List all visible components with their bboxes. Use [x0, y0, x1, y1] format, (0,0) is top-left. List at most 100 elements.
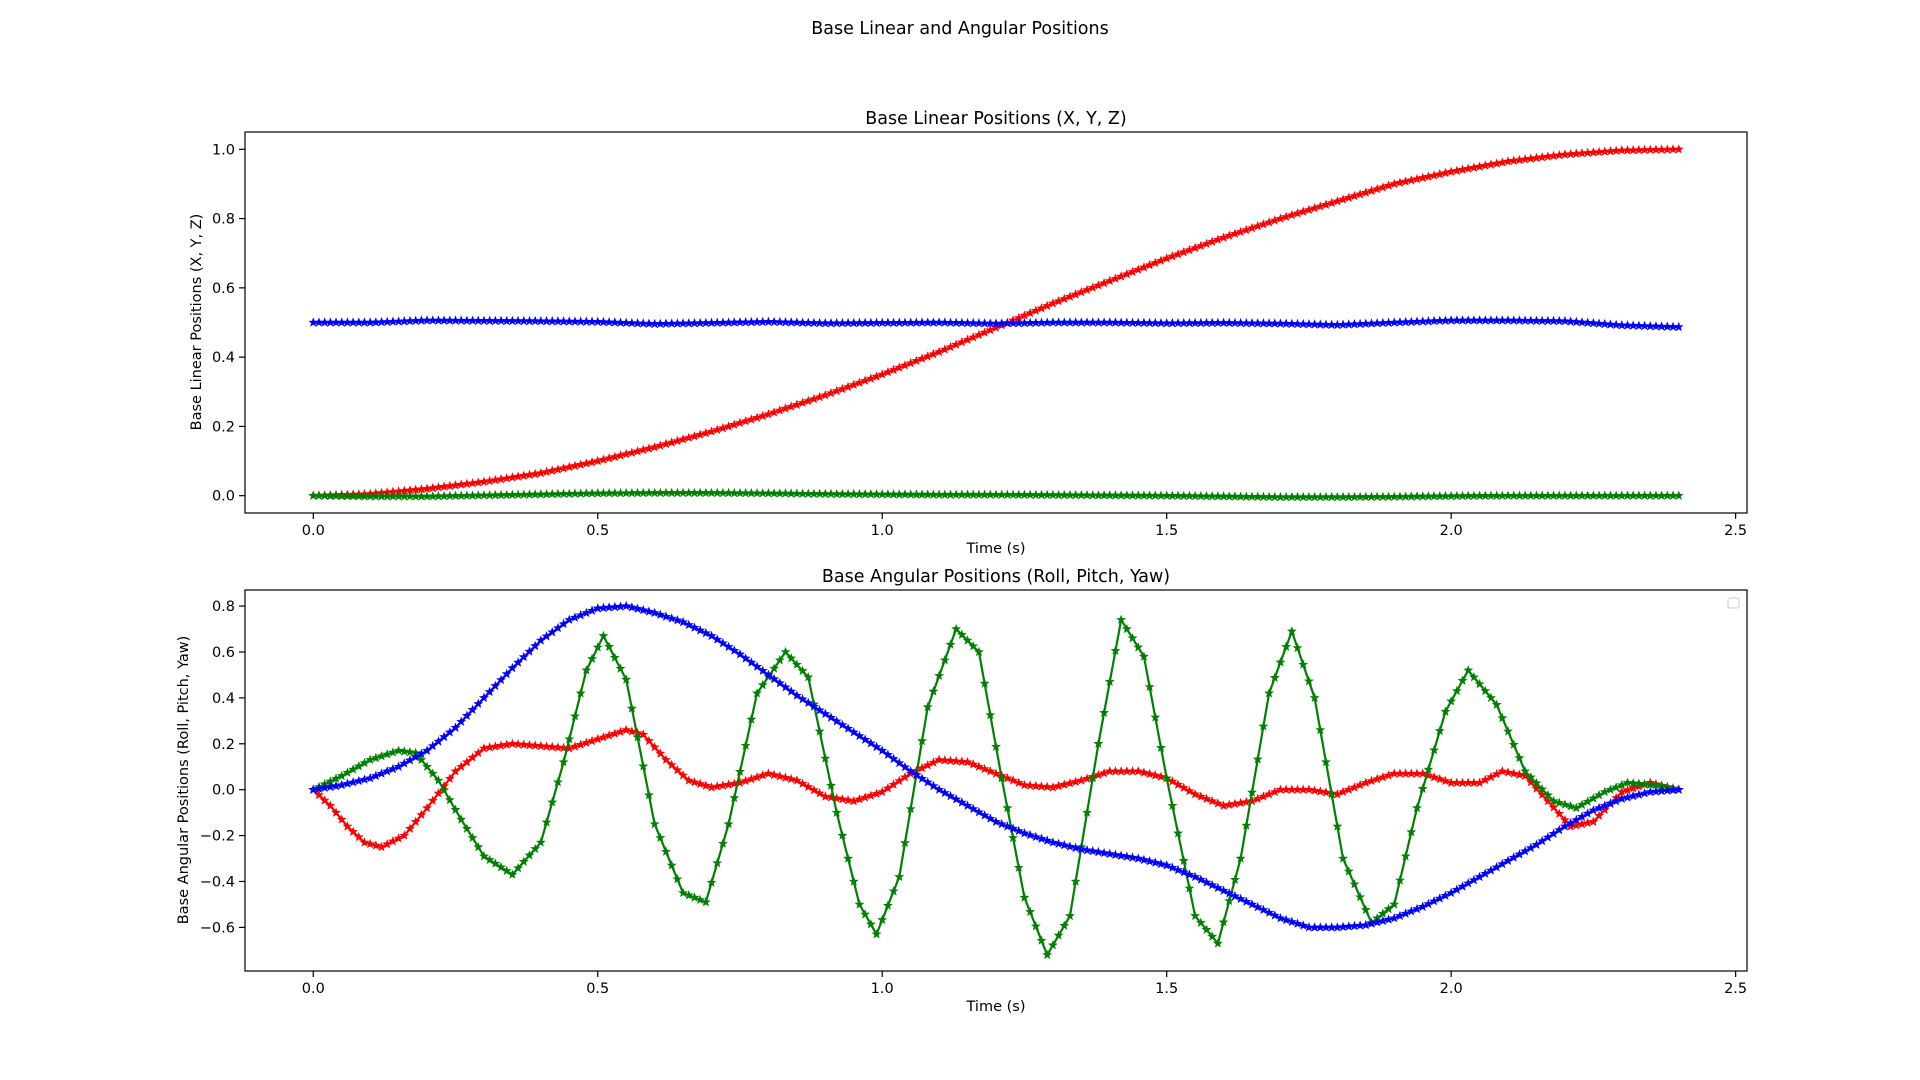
data-point-pitch [570, 711, 580, 721]
data-point-yaw [1059, 840, 1070, 850]
data-point-y [564, 316, 575, 326]
data-point-yaw [1173, 864, 1184, 875]
data-point-roll [410, 816, 421, 827]
data-point-pitch [621, 674, 632, 684]
data-point-pitch [587, 653, 597, 664]
data-point-pitch [820, 753, 831, 763]
data-point-y [1167, 317, 1178, 328]
data-point-yaw [1241, 896, 1252, 906]
data-point-yaw [1377, 915, 1388, 926]
data-point-y [1463, 315, 1474, 325]
data-point-roll [1241, 796, 1252, 807]
data-point-yaw [1571, 814, 1582, 825]
data-point-y [433, 315, 444, 325]
data-point-pitch [626, 703, 637, 713]
data-point-x [962, 334, 973, 345]
x-tick-label: 0.5 [586, 523, 609, 539]
data-point-z [865, 489, 876, 499]
data-point-pitch [479, 851, 489, 861]
data-point-z [1360, 491, 1371, 502]
data-point-z [1207, 491, 1218, 501]
data-point-roll [473, 747, 484, 758]
data-point-roll [860, 792, 871, 802]
data-point-z [422, 491, 433, 501]
data-point-x [848, 379, 859, 390]
data-point-yaw [1138, 854, 1149, 865]
data-point-z [1235, 491, 1246, 501]
data-point-yaw [973, 806, 984, 817]
data-point-x [1230, 228, 1240, 239]
data-point-yaw [951, 794, 962, 804]
data-point-y [877, 317, 888, 328]
data-point-x [1053, 296, 1064, 306]
data-point-pitch [524, 850, 535, 860]
data-point-pitch [1406, 826, 1417, 837]
data-point-z [399, 491, 410, 501]
data-point-z [894, 489, 905, 499]
data-point-z [1486, 490, 1496, 500]
data-point-pitch [1258, 721, 1269, 731]
data-point-y [672, 318, 683, 328]
data-point-yaw [746, 657, 757, 667]
data-point-y [712, 317, 723, 327]
data-point-roll [1463, 777, 1474, 787]
data-point-pitch [490, 858, 501, 868]
data-point-roll [484, 742, 495, 752]
data-point-x [1144, 259, 1155, 270]
data-point-y [1599, 318, 1610, 329]
data-point-yaw [1338, 921, 1348, 932]
data-point-z [991, 489, 1001, 499]
data-point-pitch [1395, 875, 1405, 885]
data-point-x [1377, 182, 1388, 192]
data-point-z [496, 489, 506, 500]
data-point-roll [1275, 784, 1286, 794]
data-point-y [917, 317, 927, 327]
data-point-z [1309, 491, 1320, 502]
data-point-z [1110, 490, 1121, 500]
data-point-z [1440, 490, 1451, 501]
series-yaw [308, 600, 1684, 932]
data-point-x [541, 466, 552, 477]
data-point-z [325, 490, 336, 501]
data-point-pitch [422, 761, 433, 771]
data-point-roll [1542, 795, 1553, 806]
data-point-y [1224, 317, 1235, 328]
data-point-pitch [1047, 939, 1058, 950]
data-point-pitch [831, 807, 842, 817]
data-point-x [621, 448, 632, 459]
data-point-z [860, 488, 871, 499]
data-point-roll [1121, 766, 1132, 776]
data-point-y [1537, 315, 1548, 326]
data-point-x [894, 362, 905, 372]
data-point-yaw [661, 611, 671, 621]
data-point-roll [1321, 787, 1331, 797]
data-point-roll [1628, 783, 1639, 793]
data-point-z [797, 488, 808, 498]
data-point-yaw [1184, 869, 1195, 879]
data-point-roll [376, 841, 387, 852]
data-point-x [683, 432, 694, 443]
data-point-z [1138, 490, 1149, 500]
data-point-roll [348, 826, 359, 836]
data-point-y [826, 317, 836, 328]
data-point-x [1321, 199, 1331, 209]
data-point-y [552, 316, 563, 326]
data-point-z [1286, 491, 1297, 502]
data-point-roll [780, 772, 791, 782]
data-point-z [1212, 491, 1223, 501]
data-point-yaw [558, 618, 569, 629]
data-point-pitch [991, 741, 1001, 751]
data-point-x [405, 485, 415, 495]
data-point-pitch [1326, 789, 1337, 799]
data-point-y [1104, 317, 1115, 327]
data-point-y [706, 317, 717, 328]
data-point-z [1491, 490, 1502, 500]
data-point-roll [1065, 778, 1075, 788]
data-point-z [331, 490, 341, 501]
data-point-y [405, 315, 415, 326]
data-point-roll [1616, 786, 1627, 797]
data-point-x [1531, 152, 1542, 163]
data-point-x [1207, 236, 1218, 246]
data-point-pitch [342, 767, 353, 777]
data-point-y [1332, 319, 1343, 330]
